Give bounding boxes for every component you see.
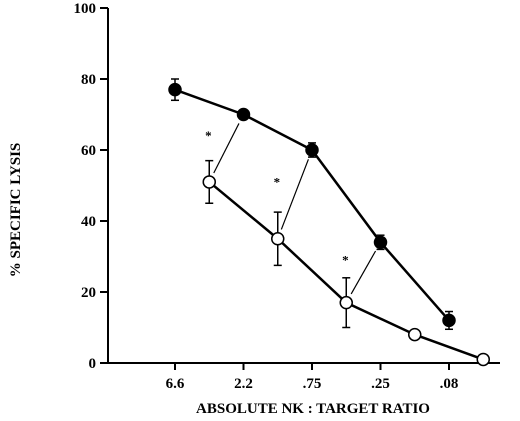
y-tick-label: 40 bbox=[81, 214, 96, 230]
significance-asterisk: * bbox=[342, 252, 349, 267]
data-point-filled bbox=[373, 235, 388, 250]
x-tick-label: 6.6 bbox=[166, 376, 185, 392]
data-point-filled bbox=[236, 107, 251, 122]
data-point-open bbox=[476, 352, 490, 367]
significance-asterisk: * bbox=[274, 174, 281, 189]
x-axis-label: ABSOLUTE NK : TARGET RATIO bbox=[196, 401, 430, 417]
x-axis: 6.6 2.2 .75 .25 .08 bbox=[108, 362, 500, 392]
x-tick-label: .75 bbox=[303, 376, 322, 392]
series-layer bbox=[168, 78, 490, 367]
series-1 bbox=[168, 78, 456, 331]
connector-line bbox=[213, 123, 240, 174]
data-point-filled bbox=[168, 82, 182, 97]
data-point-open bbox=[339, 295, 353, 310]
significance-connectors bbox=[213, 123, 377, 295]
y-tick-label: 20 bbox=[81, 285, 96, 301]
data-point-filled bbox=[305, 143, 319, 157]
series-line bbox=[174, 88, 450, 322]
data-point-open bbox=[202, 175, 216, 189]
y-axis-label: % SPECIFIC LYSIS bbox=[8, 143, 24, 278]
y-tick-label: 80 bbox=[81, 72, 96, 88]
significance-asterisk: * bbox=[205, 128, 212, 143]
y-tick-label: 60 bbox=[81, 143, 96, 159]
data-point-filled bbox=[442, 313, 456, 328]
y-tick-label: 100 bbox=[74, 1, 97, 17]
x-tick-label: .25 bbox=[371, 376, 390, 392]
data-point-open bbox=[408, 327, 422, 342]
connector-line bbox=[280, 159, 309, 230]
x-tick-label: 2.2 bbox=[234, 376, 253, 392]
y-axis: 0 20 40 60 80 100 bbox=[74, 1, 109, 372]
connector-line bbox=[350, 250, 377, 295]
y-tick-label: 0 bbox=[89, 356, 97, 372]
series-line bbox=[208, 180, 484, 361]
series-2 bbox=[202, 159, 490, 367]
annotation-layer: * * * bbox=[205, 128, 349, 267]
x-tick-label: .08 bbox=[440, 376, 459, 392]
data-point-open bbox=[271, 232, 285, 246]
